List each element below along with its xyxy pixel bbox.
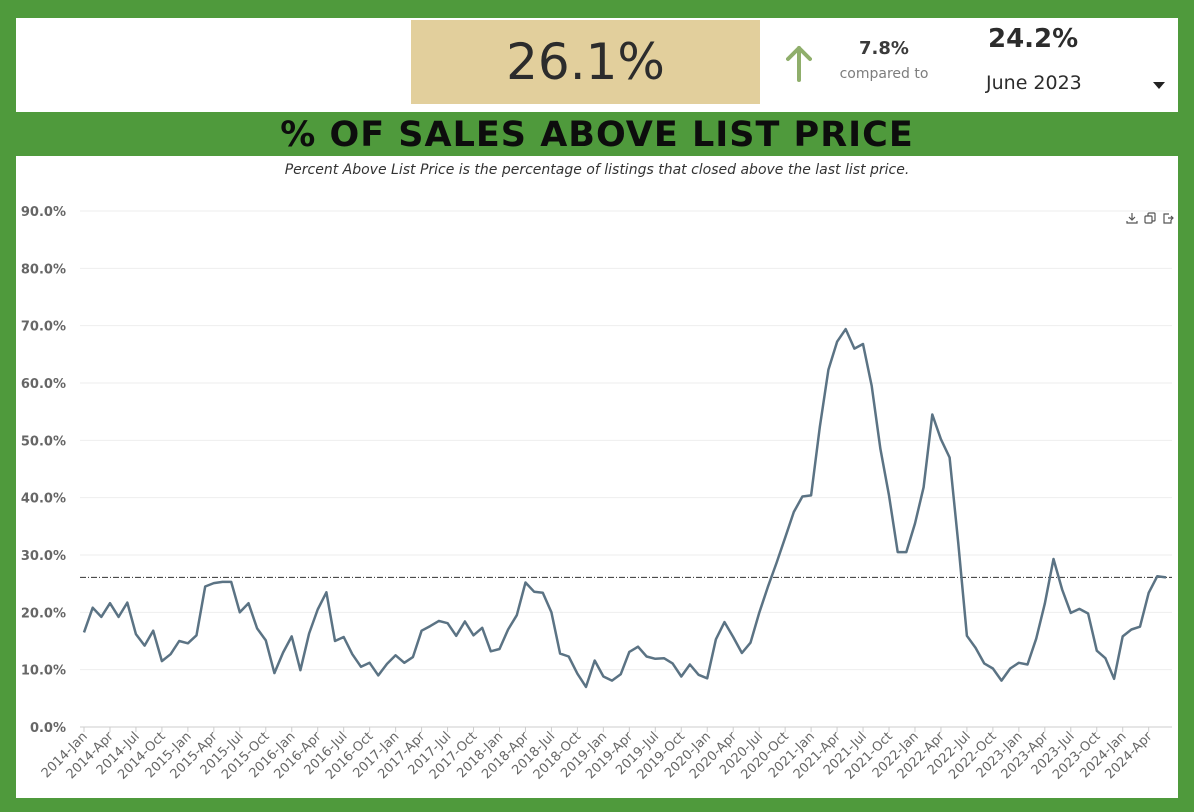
kpi-main-value: 26.1% — [411, 20, 760, 104]
compared-to-label: compared to — [839, 66, 929, 82]
caret-down-icon[interactable] — [1152, 80, 1166, 90]
section-title: % OF SALES ABOVE LIST PRICE — [280, 115, 914, 155]
compare-value: 24.2% — [988, 24, 1079, 54]
y-tick-label: 60.0% — [21, 377, 66, 392]
y-tick-label: 10.0% — [21, 664, 66, 679]
y-tick-label: 30.0% — [21, 549, 66, 564]
copy-icon[interactable] — [1144, 212, 1156, 224]
kpi-bar: 26.1% 7.8% compared to 24.2% June 2023 — [16, 18, 1178, 112]
series-line — [82, 327, 1167, 689]
y-tick-label: 90.0% — [21, 205, 66, 220]
chart-subtitle: Percent Above List Price is the percenta… — [284, 162, 910, 178]
y-tick-label: 50.0% — [21, 434, 66, 449]
export-icon[interactable] — [1162, 212, 1174, 224]
change-value: 7.8% — [859, 38, 909, 59]
arrow-up-icon — [786, 46, 812, 82]
y-tick-label: 0.0% — [30, 721, 66, 736]
y-tick-label: 70.0% — [21, 320, 66, 335]
y-tick-label: 40.0% — [21, 492, 66, 507]
period-dropdown[interactable]: June 2023 — [986, 72, 1082, 94]
line-chart: 0.0% 10.0% 20.0% 30.0% 40.0% 50.0% 60.0% 70.0% 8… — [21, 205, 1172, 783]
chart-panel: Percent Above List Price is the percenta… — [16, 156, 1178, 798]
y-tick-label: 20.0% — [21, 606, 66, 621]
y-tick-label: 80.0% — [21, 262, 66, 277]
download-icon[interactable] — [1126, 212, 1138, 224]
